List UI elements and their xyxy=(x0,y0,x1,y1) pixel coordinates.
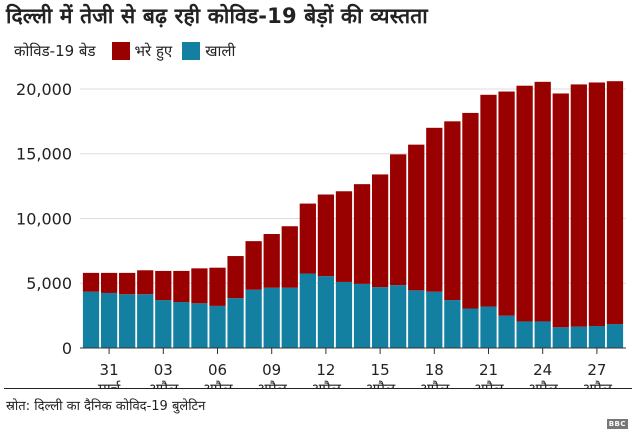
x-tick-month-label: अप्रैल xyxy=(311,380,342,388)
bar-vacant xyxy=(408,290,425,348)
bar-vacant xyxy=(444,300,461,348)
x-tick-month-label: अप्रैल xyxy=(202,380,233,388)
bar-occupied xyxy=(263,234,280,288)
bar-vacant xyxy=(588,325,606,348)
y-tick-label: 15,000 xyxy=(16,145,72,164)
bar-vacant xyxy=(173,302,190,348)
bar-occupied xyxy=(227,256,244,299)
x-tick-day-label: 18 xyxy=(425,361,444,379)
x-tick-day-label: 06 xyxy=(208,361,227,379)
bar-occupied xyxy=(462,112,479,309)
legend-text-occupied: भरे हुए xyxy=(134,42,173,60)
bar-vacant xyxy=(516,321,533,348)
bar-vacant xyxy=(155,300,172,348)
bar-vacant xyxy=(552,327,569,348)
bar-occupied xyxy=(299,203,316,274)
x-tick-day-label: 09 xyxy=(262,361,281,379)
bar-occupied xyxy=(606,81,624,325)
bar-occupied xyxy=(100,272,118,293)
y-tick-label: 5,000 xyxy=(26,274,72,293)
bar-occupied xyxy=(173,270,190,303)
bar-vacant xyxy=(137,294,154,348)
x-tick-month-label: अप्रैल xyxy=(582,380,613,388)
x-tick-day-label: 12 xyxy=(316,361,335,379)
x-tick-day-label: 21 xyxy=(479,361,498,379)
y-tick-label: 20,000 xyxy=(16,80,72,99)
legend-swatch-vacant xyxy=(182,42,201,60)
bar-occupied xyxy=(390,154,407,286)
bar-vacant xyxy=(353,283,371,348)
bar-occupied xyxy=(317,194,335,277)
bar-vacant xyxy=(606,324,624,348)
y-tick-label: 10,000 xyxy=(16,209,72,228)
bar-vacant xyxy=(227,298,244,348)
bar-occupied xyxy=(353,184,371,284)
bar-vacant xyxy=(335,281,353,348)
bar-occupied xyxy=(155,270,172,301)
bar-occupied xyxy=(480,94,497,307)
x-tick-day-label: 31 xyxy=(100,361,119,379)
legend-label: कोविड-19 बेड xyxy=(14,42,96,60)
bar-occupied xyxy=(498,91,515,316)
legend-swatch-occupied xyxy=(111,42,130,60)
bar-occupied xyxy=(444,121,461,301)
bar-vacant xyxy=(480,306,497,348)
bar-occupied xyxy=(534,81,551,322)
legend-text-vacant: खाली xyxy=(205,42,236,60)
bar-vacant xyxy=(191,303,208,348)
x-tick-day-label: 03 xyxy=(154,361,173,379)
x-tick-month-label: अप्रैल xyxy=(148,380,179,388)
bar-vacant xyxy=(281,287,298,348)
x-tick-month-label: अप्रैल xyxy=(257,380,288,388)
bar-occupied xyxy=(137,270,154,295)
bar-occupied xyxy=(516,85,533,322)
bar-vacant xyxy=(371,287,389,348)
legend-item-vacant: खाली xyxy=(182,41,235,61)
footer-divider xyxy=(4,388,632,389)
bar-chart: 05,00010,00015,00020,00031मार्च03अप्रैल0… xyxy=(16,80,626,388)
bar-occupied xyxy=(245,241,262,290)
bar-vacant xyxy=(462,308,479,348)
bar-vacant xyxy=(390,285,407,348)
bar-occupied xyxy=(552,93,569,328)
bar-vacant xyxy=(534,321,551,348)
bar-occupied xyxy=(335,191,353,282)
bar-occupied xyxy=(281,226,298,288)
bar-occupied xyxy=(408,144,425,291)
bar-vacant xyxy=(299,273,316,348)
bar-vacant xyxy=(82,291,100,348)
x-tick-month-label: अप्रैल xyxy=(473,380,504,388)
bar-occupied xyxy=(588,82,606,326)
legend: कोविड-19 बेड भरे हुए खाली xyxy=(14,40,245,62)
x-tick-day-label: 27 xyxy=(587,361,606,379)
bar-vacant xyxy=(100,292,118,348)
bar-occupied xyxy=(426,127,443,292)
bar-occupied xyxy=(371,174,389,288)
bar-vacant xyxy=(119,294,136,348)
bar-vacant xyxy=(209,305,226,348)
bar-occupied xyxy=(570,84,587,327)
x-tick-month-label: अप्रैल xyxy=(365,380,396,388)
bbc-logo: BBC xyxy=(606,419,628,429)
bar-vacant xyxy=(426,291,443,348)
bar-occupied xyxy=(119,272,136,295)
bar-occupied xyxy=(82,272,100,292)
legend-item-occupied: भरे हुए xyxy=(111,41,173,61)
y-tick-label: 0 xyxy=(62,339,72,358)
source-note: स्रोत: दिल्ली का दैनिक कोविद-19 बुलेटिन xyxy=(6,399,206,414)
bar-occupied xyxy=(191,268,208,304)
x-tick-day-label: 15 xyxy=(371,361,390,379)
bar-vacant xyxy=(263,287,280,348)
x-tick-month-label: अप्रैल xyxy=(528,380,559,388)
x-tick-month-label: अप्रैल xyxy=(419,380,450,388)
bar-occupied xyxy=(209,267,226,306)
x-tick-day-label: 24 xyxy=(533,361,552,379)
bar-vacant xyxy=(498,315,515,348)
bar-vacant xyxy=(317,276,335,348)
bar-vacant xyxy=(570,326,587,348)
chart-title: दिल्ली में तेजी से बढ़ रही कोविड-19 बेड़… xyxy=(6,4,428,28)
bar-vacant xyxy=(245,289,262,348)
x-tick-month-label: मार्च xyxy=(98,380,121,388)
